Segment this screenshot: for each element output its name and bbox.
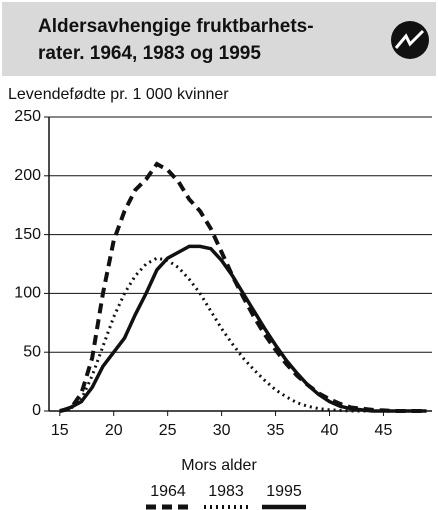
y-axis-label: Levendefødte pr. 1 000 kvinner xyxy=(8,86,229,103)
legend-label: 1983 xyxy=(208,483,244,500)
y-tick-label: 250 xyxy=(14,108,41,125)
y-tick-label: 200 xyxy=(14,167,41,184)
y-tick-label: 50 xyxy=(23,343,41,360)
x-axis-label: Mors alder xyxy=(181,457,257,474)
icon-zigzag xyxy=(394,29,425,49)
x-tick-label: 35 xyxy=(267,422,285,439)
x-tick-label: 20 xyxy=(105,422,123,439)
chart-title: Aldersavhengige fruktbarhets- xyxy=(38,16,314,37)
icon xyxy=(391,21,429,59)
series-line xyxy=(59,244,427,413)
legend-label: 1964 xyxy=(150,483,186,500)
x-tick-label: 15 xyxy=(51,422,69,439)
x-tick-label: 45 xyxy=(375,422,393,439)
chart-title: rater. 1964, 1983 og 1995 xyxy=(38,43,261,64)
legend-label: 1995 xyxy=(266,483,302,500)
y-tick-label: 0 xyxy=(32,402,41,419)
header-bg xyxy=(2,2,436,76)
series-line xyxy=(59,161,427,413)
y-tick-label: 150 xyxy=(14,226,41,243)
x-tick-label: 30 xyxy=(213,422,231,439)
x-tick-label: 40 xyxy=(321,422,339,439)
x-tick-label: 25 xyxy=(159,422,177,439)
series-line xyxy=(59,256,427,413)
y-tick-label: 100 xyxy=(14,285,41,302)
